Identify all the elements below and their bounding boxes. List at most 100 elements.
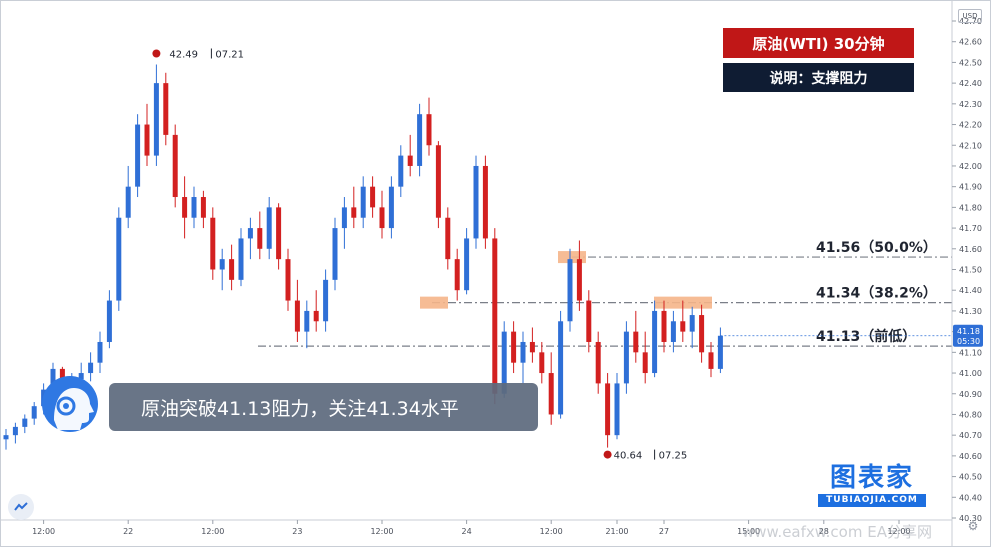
candle-body	[360, 186, 366, 218]
candle-body	[88, 362, 94, 374]
chart-subtitle: 说明：支撑阻力	[723, 63, 914, 92]
candle-body	[78, 373, 84, 380]
candle-body	[717, 335, 723, 369]
candle-body	[191, 197, 197, 218]
candle-body	[323, 279, 329, 322]
candle-body	[642, 352, 648, 374]
candle-body	[417, 114, 423, 166]
currency-label[interactable]: USD	[958, 9, 982, 23]
level-label: 41.34（38.2%）	[816, 286, 937, 302]
watermark-text: www.eafxw.com EA分享网	[742, 523, 932, 541]
y-axis: 40.30 40.40 40.50 40.60 40.70 40.80 40.90 41.00…	[951, 0, 982, 547]
candle-body	[529, 341, 535, 353]
candle-body	[125, 186, 131, 218]
low-date-label: 07.25	[659, 451, 688, 462]
candle-body	[661, 310, 667, 342]
candle-body	[614, 383, 620, 436]
logo-main-text: 图表家	[829, 463, 914, 493]
candle-body	[106, 300, 112, 342]
candle-body	[445, 217, 451, 260]
y-tick-label: 40.60	[959, 452, 982, 461]
candle-body	[219, 259, 225, 270]
candle-body	[276, 207, 282, 260]
y-tick-label: 42.70	[959, 17, 982, 26]
candle-body	[229, 259, 235, 280]
candle-body	[31, 406, 37, 419]
y-tick-label: 40.70	[959, 431, 982, 440]
candle-body	[163, 83, 169, 135]
candle-body	[567, 259, 573, 322]
candle-body	[482, 165, 488, 239]
candle-body	[501, 331, 507, 394]
tubiaojia-logo: 图表家 TUBIAOJIA.COM	[818, 463, 926, 509]
y-tick-label: 40.40	[959, 493, 982, 502]
candle-body	[548, 373, 554, 415]
low-price-label: 40.64	[614, 451, 643, 462]
candle-body	[172, 134, 178, 198]
y-tick-label: 40.30	[959, 514, 982, 523]
tradingview-logo-icon[interactable]	[8, 494, 34, 520]
y-tick-label: 42.50	[959, 58, 982, 67]
candle-body	[12, 426, 18, 436]
candle-body	[652, 310, 658, 374]
y-tick-label: 40.90	[959, 390, 982, 399]
candle-body	[680, 321, 686, 332]
candle-body	[332, 228, 338, 280]
candle-body	[144, 124, 150, 156]
level-layer: 41.56（50.0%） 41.34（38.2%） 41.13（前低）	[258, 240, 952, 347]
level-label: 41.56（50.0%）	[816, 240, 937, 256]
x-tick-label: 12:00	[370, 527, 393, 536]
candle-body	[50, 368, 56, 390]
candle-body	[595, 341, 601, 384]
y-tick-label: 40.80	[959, 410, 982, 419]
candle-body	[435, 145, 441, 218]
candle-body	[689, 315, 695, 332]
y-tick-label: 41.70	[959, 224, 982, 233]
x-tick-label: 12:00	[540, 527, 563, 536]
candle-body	[313, 310, 319, 322]
high-price-label: 42.49	[169, 49, 198, 60]
candle-body	[623, 331, 629, 384]
last-price-tag	[953, 324, 983, 347]
candle-body	[576, 259, 582, 301]
candle-body	[388, 186, 394, 229]
candle-body	[398, 155, 404, 187]
candle-body	[3, 435, 9, 440]
candle-body	[304, 310, 310, 332]
x-tick-label: 27	[659, 527, 669, 536]
y-tick-label: 41.60	[959, 245, 982, 254]
candle-body	[116, 217, 122, 301]
high-date-label: 07.21	[215, 49, 244, 60]
y-tick-label: 41.30	[959, 307, 982, 316]
high-marker	[152, 49, 161, 58]
y-tick-label: 42.20	[959, 121, 982, 130]
candle-body	[22, 418, 28, 427]
candle-body	[492, 238, 498, 394]
candle-body	[182, 197, 188, 218]
logo-sub-text: TUBIAOJIA.COM	[818, 494, 926, 507]
candle-body	[539, 352, 545, 374]
gear-icon[interactable]: ⚙	[967, 519, 979, 533]
candle-body	[708, 352, 714, 369]
chart-title: 原油(WTI) 30分钟	[723, 28, 914, 58]
candle-body	[153, 83, 159, 156]
candle-body	[257, 228, 263, 249]
candle-body	[520, 341, 526, 363]
x-tick-label: 28	[819, 527, 829, 536]
y-tick-label: 42.60	[959, 38, 982, 47]
candle-body	[238, 238, 244, 280]
candle-body	[97, 341, 103, 363]
candle-body	[370, 186, 376, 208]
x-tick-label: 15:00	[737, 527, 760, 536]
y-tick-label: 42.30	[959, 100, 982, 109]
highlight-zone	[420, 296, 448, 309]
y-tick-label: 41.00	[959, 369, 982, 378]
candle-body	[670, 321, 676, 342]
candle-body	[511, 331, 517, 363]
candle-body	[294, 300, 300, 332]
y-tick-label: 41.40	[959, 286, 982, 295]
candle-body	[558, 321, 564, 415]
candle-body	[341, 207, 347, 229]
candle-body	[586, 300, 592, 342]
low-marker	[603, 450, 612, 459]
